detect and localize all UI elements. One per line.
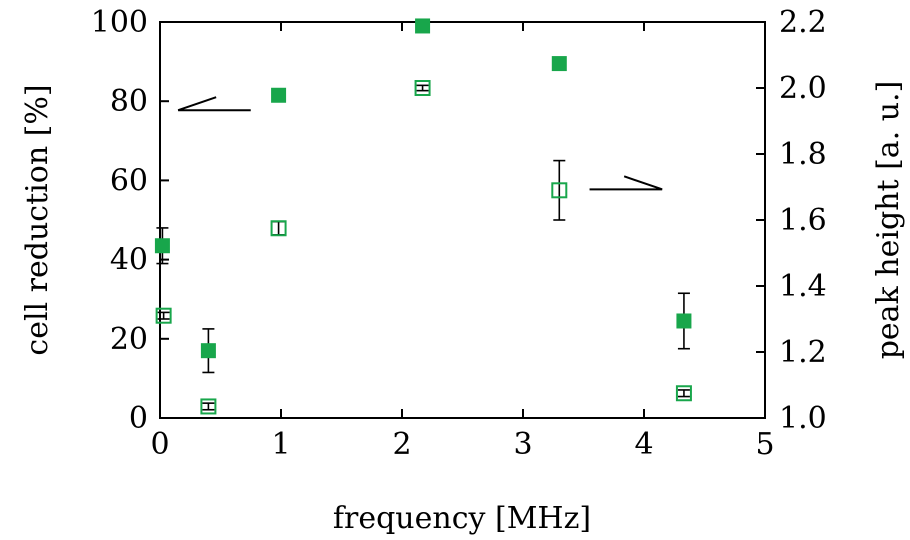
y-left-axis-title: cell reduction [%] xyxy=(20,84,55,355)
data-point-peak-height xyxy=(200,398,217,415)
data-point-peak-height xyxy=(155,307,172,324)
axes xyxy=(159,21,766,419)
ticks: 0 1 2 3 4 5 0 20 40 60 80 100 1.0 1.2 1.4 1.6 1.8 2.0 2.2 xyxy=(91,5,827,462)
data-point-peak-height xyxy=(270,220,287,237)
y-right-tick-label: 1.0 xyxy=(779,401,827,436)
y-left-tick-label: 20 xyxy=(110,322,148,357)
data-point-cell-reduction xyxy=(271,87,287,103)
x-tick-label: 2 xyxy=(392,427,411,462)
data-point-cell-reduction xyxy=(200,343,216,359)
x-tick-label: 4 xyxy=(634,427,653,462)
x-tick-label: 5 xyxy=(755,427,774,462)
y-left-tick-label: 0 xyxy=(129,401,148,436)
data-marks xyxy=(154,18,692,415)
y-right-tick-label: 1.6 xyxy=(779,203,827,238)
x-tick-label: 3 xyxy=(513,427,532,462)
axis-pointer-annotation xyxy=(177,96,251,112)
data-point-peak-height xyxy=(551,182,568,199)
y-right-axis-title: peak height [a. u.] xyxy=(871,81,906,360)
y-right-tick-label: 1.8 xyxy=(779,137,827,172)
x-tick-label: 1 xyxy=(271,427,290,462)
plot-frame xyxy=(159,21,766,419)
y-left-tick-label: 60 xyxy=(110,163,148,198)
data-point-cell-reduction xyxy=(551,56,567,72)
data-point-cell-reduction xyxy=(154,238,170,254)
y-left-tick-label: 80 xyxy=(110,84,148,119)
axis-pointer-annotation xyxy=(589,175,663,191)
data-point-cell-reduction xyxy=(415,18,431,34)
y-right-tick-label: 2.2 xyxy=(779,5,827,40)
x-axis-title: frequency [MHz] xyxy=(333,501,591,536)
data-point-peak-height xyxy=(414,80,431,96)
x-tick-label: 0 xyxy=(150,427,169,462)
y-right-tick-label: 1.4 xyxy=(779,269,827,304)
y-right-tick-label: 1.2 xyxy=(779,335,827,370)
y-right-tick-label: 2.0 xyxy=(779,71,827,106)
data-point-peak-height xyxy=(675,385,692,402)
data-point-cell-reduction xyxy=(676,313,692,329)
annotations xyxy=(177,96,663,191)
y-left-tick-label: 40 xyxy=(110,243,148,278)
y-left-tick-label: 100 xyxy=(91,5,148,40)
